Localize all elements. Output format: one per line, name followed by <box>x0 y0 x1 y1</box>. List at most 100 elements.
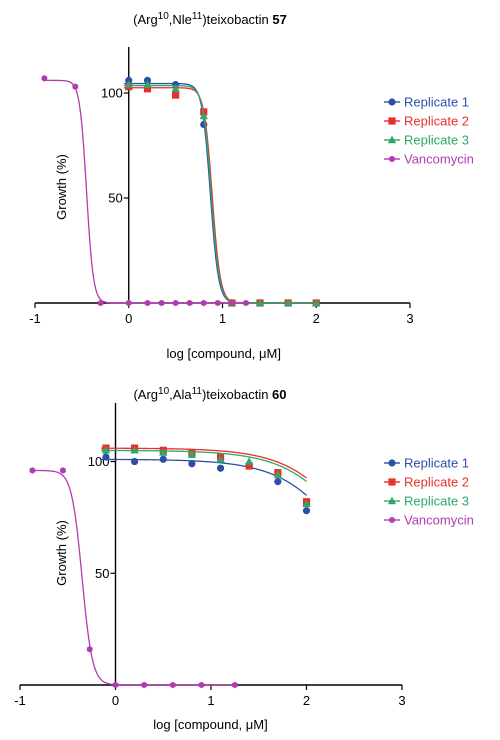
data-point <box>200 299 207 307</box>
data-point <box>187 450 197 459</box>
legend-label: Vancomycin <box>404 513 474 528</box>
data-point <box>159 455 167 463</box>
legend-marker <box>388 478 396 486</box>
dose-response-chart-57: (Arg10,Nle11)teixobactin 57 -1 0 1 2 3 50 100 lo… <box>29 11 474 361</box>
y-tick-label: 100 <box>101 86 123 101</box>
fit-curve <box>124 85 317 304</box>
dose-response-chart-60: (Arg10,Ala11)teixobactin 60-1 0 1 2 350100lo… <box>14 386 474 732</box>
legend-label: Vancomycin <box>404 152 474 167</box>
legend-marker <box>389 516 395 524</box>
legend-item: Replicate 1 <box>384 456 469 471</box>
legend-label: Replicate 1 <box>404 456 469 471</box>
x-axis-label: log [compound, μM] <box>167 346 281 361</box>
data-point <box>112 681 119 689</box>
data-point <box>302 507 311 515</box>
data-point <box>143 85 152 93</box>
x-tick-label: 3 <box>398 693 405 708</box>
x-tick-label: 0 <box>125 311 132 326</box>
data-point <box>198 681 205 689</box>
data-point <box>214 299 221 307</box>
data-point <box>124 80 133 88</box>
data-point <box>159 448 168 456</box>
data-point <box>216 464 225 472</box>
data-point <box>232 681 238 689</box>
y-axis-label: Growth (%) <box>54 154 69 220</box>
legend-marker <box>388 98 396 106</box>
legend-item: Replicate 3 <box>384 494 469 509</box>
data-point <box>141 681 148 689</box>
chart-panel-57: (Arg10,Nle11)teixobactin 57 -1 0 1 2 3 50 100 lo… <box>29 11 474 361</box>
y-tick-label: 50 <box>108 191 122 206</box>
data-point <box>274 478 282 486</box>
legend-item: Vancomycin <box>384 513 474 528</box>
fit-curve <box>124 87 317 304</box>
data-point <box>125 299 132 307</box>
chart-title: (Arg10,Nle11)teixobactin 57 <box>133 11 287 27</box>
x-tick-label: 2 <box>303 693 310 708</box>
x-tick-label: 0 <box>112 693 119 708</box>
chart-title: (Arg10,Ala11)teixobactin 60 <box>133 386 286 402</box>
series-replicate-3 <box>101 445 311 508</box>
legend-label: Replicate 2 <box>404 475 469 490</box>
series-vancomycin <box>41 75 249 307</box>
data-point <box>283 298 293 307</box>
legend-marker <box>388 117 396 125</box>
data-point <box>60 467 66 474</box>
legend-marker <box>387 496 397 505</box>
data-point <box>245 457 254 465</box>
data-point <box>199 111 208 120</box>
data-point <box>312 298 321 307</box>
fit-curve <box>124 82 317 304</box>
legend-marker <box>388 459 396 467</box>
data-point <box>143 80 152 88</box>
data-point <box>172 299 179 307</box>
x-tick-label: -1 <box>14 693 26 708</box>
series-replicate-3 <box>124 80 321 307</box>
data-point <box>273 470 283 479</box>
y-axis-label: Growth (%) <box>54 520 69 586</box>
data-point <box>229 299 235 307</box>
x-tick-label: 1 <box>207 693 214 708</box>
data-point <box>302 499 311 508</box>
legend-marker <box>389 155 395 163</box>
data-point <box>171 84 180 92</box>
data-point <box>243 299 249 307</box>
data-point <box>186 299 193 307</box>
x-axis-label: log [compound, μM] <box>153 717 267 732</box>
chart-panel-60: (Arg10,Ala11)teixobactin 60 -1 0 1 2 3 50 100 lo… <box>0 375 500 735</box>
data-point <box>245 462 253 470</box>
legend-item: Replicate 2 <box>384 475 469 490</box>
legend-item: Replicate 2 <box>384 114 469 129</box>
data-point <box>102 453 110 461</box>
legend-label: Replicate 3 <box>404 494 469 509</box>
data-point <box>86 645 93 653</box>
legend-item: Replicate 3 <box>384 133 469 148</box>
x-tick-label: 1 <box>219 311 226 326</box>
legend-item: Vancomycin <box>384 152 474 167</box>
data-point <box>216 454 225 463</box>
data-point <box>72 83 79 90</box>
data-point <box>169 681 176 689</box>
data-point <box>172 91 180 99</box>
data-point <box>144 299 151 307</box>
x-tick-label: -1 <box>29 311 41 326</box>
legend-label: Replicate 1 <box>404 95 469 110</box>
legend-label: Replicate 2 <box>404 114 469 129</box>
x-tick-label: 2 <box>313 311 320 326</box>
legend-marker <box>387 135 397 144</box>
legend-label: Replicate 3 <box>404 133 469 148</box>
data-point <box>130 445 139 454</box>
data-point <box>131 457 139 466</box>
series-replicate-2 <box>124 83 320 307</box>
x-tick-label: 3 <box>406 311 413 326</box>
data-point <box>41 75 48 82</box>
data-point <box>158 299 165 307</box>
data-point <box>101 445 111 454</box>
series-replicate-1 <box>124 76 320 307</box>
series-vancomycin <box>29 467 238 689</box>
data-point <box>29 467 36 474</box>
legend-item: Replicate 1 <box>384 95 469 110</box>
y-tick-label: 50 <box>95 566 109 581</box>
data-point <box>97 299 104 307</box>
fit-curve <box>44 79 246 304</box>
